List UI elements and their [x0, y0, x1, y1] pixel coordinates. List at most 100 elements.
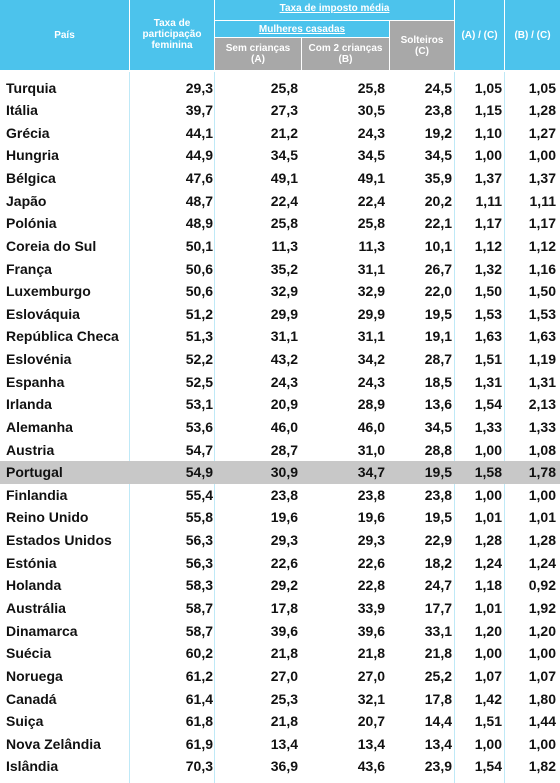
table-row: Irlanda 53,1 20,9 28,9 13,6 1,54 2,13 [0, 393, 560, 416]
value-cell: 24,3 [357, 373, 385, 390]
value-cell: 50,1 [185, 237, 213, 254]
value-cell: 22,4 [357, 192, 385, 209]
value-cell: 11,3 [271, 237, 298, 254]
value-cell: 70,3 [185, 758, 213, 775]
table-row: Reino Unido 55,8 19,6 19,6 19,5 1,01 1,01 [0, 506, 560, 529]
value-cell: 31,1 [357, 328, 385, 345]
value-cell: 1,58 [474, 464, 502, 481]
value-cell: 21,8 [357, 645, 385, 662]
value-cell: 55,4 [185, 486, 213, 503]
value-cell: 1,05 [528, 79, 556, 96]
table-row: Austria 54,7 28,7 31,0 28,8 1,00 1,08 [0, 439, 560, 462]
country-name: Estónia [6, 554, 57, 571]
table-row: Finlandia 55,4 23,8 23,8 23,8 1,00 1,00 [0, 484, 560, 507]
value-cell: 28,7 [270, 441, 298, 458]
header-cell: Sem crianças (A) [215, 38, 301, 70]
value-cell: 32,9 [270, 283, 298, 300]
value-cell: 34,5 [424, 418, 452, 435]
header-cell: Solteiros (C) [390, 21, 454, 70]
country-name: Holanda [6, 577, 62, 594]
value-cell: 55,8 [185, 509, 213, 526]
value-cell: 1,82 [528, 758, 556, 775]
value-cell: 25,3 [270, 690, 298, 707]
country-name: Luxemburgo [6, 283, 91, 300]
value-cell: 22,1 [424, 215, 452, 232]
value-cell: 19,2 [424, 124, 452, 141]
value-cell: 49,1 [357, 170, 385, 187]
value-cell: 1,28 [528, 532, 556, 549]
value-cell: 53,1 [185, 396, 213, 413]
country-name: Coreia do Sul [6, 237, 97, 254]
header-cell: Taxa de participação feminina [130, 0, 214, 70]
value-cell: 25,8 [357, 79, 385, 96]
table-row: Nova Zelândia 61,9 13,4 13,4 13,4 1,00 1,00 [0, 733, 560, 756]
value-cell: 1,44 [528, 713, 556, 730]
value-cell: 2,13 [528, 396, 556, 413]
value-cell: 1,11 [475, 192, 502, 209]
value-cell: 1,80 [528, 690, 556, 707]
country-name: República Checa [6, 328, 119, 345]
value-cell: 25,8 [270, 215, 298, 232]
value-cell: 1,12 [528, 237, 556, 254]
value-cell: 1,10 [474, 124, 502, 141]
value-cell: 1,51 [474, 713, 502, 730]
country-name: Estados Unidos [6, 532, 112, 549]
value-cell: 18,2 [424, 554, 452, 571]
table-row: Estónia 56,3 22,6 22,6 18,2 1,24 1,24 [0, 552, 560, 575]
value-cell: 44,9 [185, 147, 213, 164]
country-name: Hungria [6, 147, 59, 164]
header-cell: Com 2 crianças (B) [302, 38, 389, 70]
value-cell: 1,33 [528, 418, 556, 435]
value-cell: 28,9 [357, 396, 385, 413]
value-cell: 58,7 [185, 622, 213, 639]
value-cell: 30,9 [270, 464, 298, 481]
value-cell: 34,5 [357, 147, 385, 164]
header-text: Taxa de [153, 18, 191, 29]
value-cell: 22,4 [270, 192, 298, 209]
table-row: Turquia 29,3 25,8 25,8 24,5 1,05 1,05 [0, 77, 560, 100]
table-row: Polónia 48,9 25,8 25,8 22,1 1,17 1,17 [0, 212, 560, 235]
value-cell: 1,00 [528, 486, 556, 503]
value-cell: 39,6 [270, 622, 298, 639]
value-cell: 31,1 [270, 328, 298, 345]
country-name: Canadá [6, 690, 57, 707]
value-cell: 1,00 [528, 147, 556, 164]
country-name: Suécia [6, 645, 52, 662]
value-cell: 1,37 [474, 170, 502, 187]
value-cell: 1,00 [474, 735, 502, 752]
header-text: Sem crianças [225, 43, 291, 54]
value-cell: 50,6 [185, 260, 213, 277]
header-cell: (B) / (C) [505, 0, 560, 70]
country-name: Dinamarca [6, 622, 78, 639]
value-cell: 1,17 [474, 215, 502, 232]
value-cell: 1,17 [528, 215, 556, 232]
value-cell: 60,2 [185, 645, 213, 662]
value-cell: 1,42 [474, 690, 502, 707]
country-name: Nova Zelândia [6, 735, 101, 752]
table-row: Suécia 60,2 21,8 21,8 21,8 1,00 1,00 [0, 642, 560, 665]
value-cell: 1,37 [528, 170, 556, 187]
value-cell: 22,6 [357, 554, 385, 571]
value-cell: 21,8 [270, 713, 298, 730]
value-cell: 17,7 [424, 599, 452, 616]
value-cell: 52,5 [185, 373, 213, 390]
value-cell: 17,8 [270, 599, 298, 616]
value-cell: 1,00 [474, 441, 502, 458]
table-row: Estados Unidos 56,3 29,3 29,3 22,9 1,28 1,28 [0, 529, 560, 552]
table-row: Islândia 70,3 36,9 43,6 23,9 1,54 1,82 [0, 755, 560, 778]
value-cell: 52,2 [185, 351, 213, 368]
value-cell: 1,27 [528, 124, 556, 141]
value-cell: 49,1 [270, 170, 298, 187]
table-row: Bélgica 47,6 49,1 49,1 35,9 1,37 1,37 [0, 167, 560, 190]
country-name: Turquia [6, 79, 57, 96]
value-cell: 23,8 [270, 486, 298, 503]
value-cell: 19,5 [424, 509, 452, 526]
header-text: Solteiros [400, 34, 444, 46]
header-cell: (A) / (C) [455, 0, 504, 70]
value-cell: 1,05 [474, 79, 502, 96]
value-cell: 1,53 [474, 305, 502, 322]
value-cell: 1,01 [528, 509, 556, 526]
value-cell: 24,7 [424, 577, 452, 594]
country-name: Islândia [6, 758, 59, 775]
value-cell: 34,5 [424, 147, 452, 164]
